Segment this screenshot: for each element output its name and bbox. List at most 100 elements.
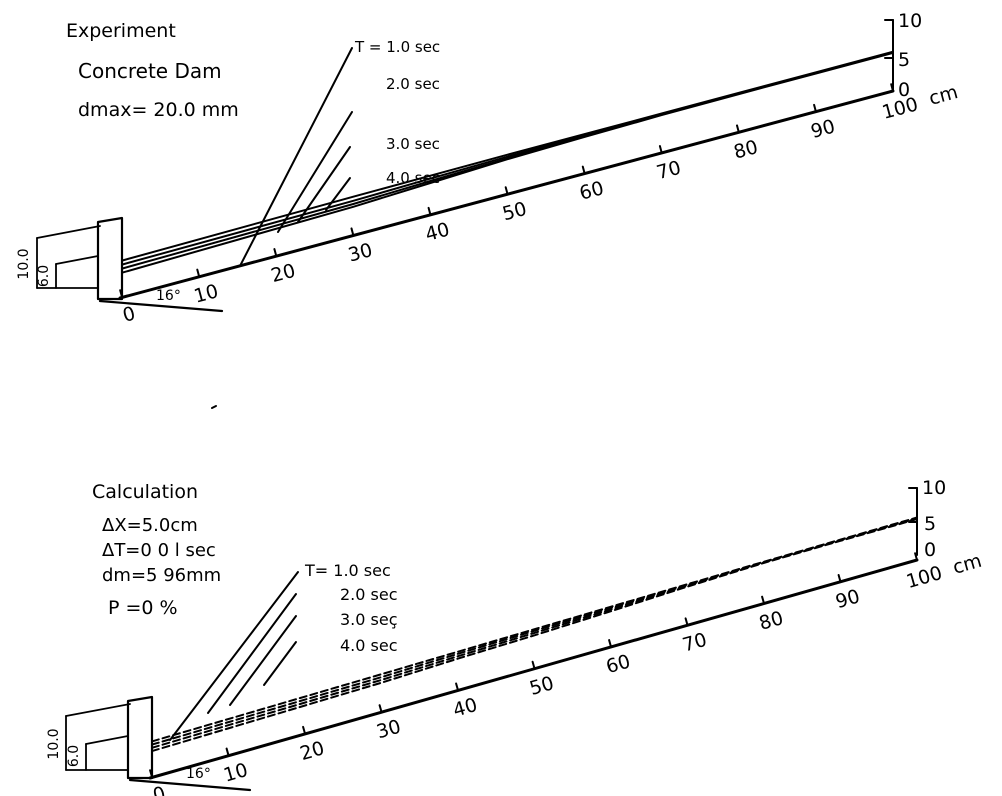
panel-param: P =0 % — [108, 597, 178, 619]
axis-tick-label: 40 — [423, 218, 452, 245]
water-profile-line — [151, 516, 918, 743]
panel-title: Calculation — [92, 481, 198, 503]
scale-tick-label: 5 — [898, 49, 910, 71]
axis-tick-label: 20 — [298, 737, 327, 765]
axis-tick-label: 0 — [150, 782, 168, 796]
bed-axis-line — [148, 558, 919, 780]
axis-tick-label: 90 — [833, 585, 862, 613]
water-profile-line — [151, 517, 918, 746]
series-label: T = 1.0 sec — [354, 38, 440, 56]
panel-param: ΔT=0 0 l sec — [102, 540, 216, 561]
dimension-line — [55, 255, 99, 265]
dimension-line — [36, 225, 101, 239]
scale-tick-label: 0 — [898, 79, 910, 101]
series-label: T= 1.0 sec — [304, 561, 391, 580]
horizontal-reference — [128, 778, 252, 792]
axis-tick — [531, 660, 536, 670]
slope-angle-label: 16° — [156, 288, 181, 304]
axis-tick-label: 70 — [680, 629, 709, 657]
axis-tick — [273, 248, 278, 257]
water-profiles — [151, 516, 918, 753]
axis-tick-label: 60 — [604, 650, 633, 678]
axis-tick-label: 80 — [757, 607, 786, 635]
axis-tick — [914, 552, 918, 561]
dimension-label: 6.0 — [66, 745, 82, 767]
axis-tick — [504, 186, 509, 195]
series-label: 4.0 sec — [340, 636, 398, 655]
panel-param: Concrete Dam — [78, 59, 222, 83]
scale-tick-label: 0 — [924, 539, 936, 561]
axis-tick-label: 50 — [527, 672, 556, 700]
dimension-label: 10.0 — [46, 728, 62, 759]
water-profile-line — [151, 518, 918, 753]
axis-tick — [813, 103, 817, 113]
axis-tick-label: 40 — [451, 694, 480, 722]
stray-mark — [211, 405, 217, 409]
axis-tick — [735, 124, 740, 134]
experiment-panel: Experiment Concrete Dam dmax= 20.0 mm T … — [16, 10, 960, 327]
axis-tick — [581, 165, 586, 175]
axis-tick-label: 60 — [577, 177, 606, 204]
slope-angle-label: 16° — [186, 766, 211, 782]
axis-unit-label: cm — [950, 550, 984, 579]
axis-tick-label: 20 — [269, 260, 298, 287]
panel-param: ΔX=5.0cm — [102, 515, 198, 536]
axis-tick — [119, 289, 123, 298]
dimension-line — [65, 703, 131, 717]
bed-axis: 0 10 20 30 40 50 60 70 80 90 100 cm — [148, 550, 984, 796]
dimension-line — [85, 735, 129, 745]
concrete-dam — [96, 216, 124, 301]
calculation-panel: Calculation ΔX=5.0cm ΔT=0 0 l sec dm=5 9… — [46, 477, 984, 796]
panel-param: dm=5 96mm — [102, 565, 221, 586]
leader-line — [169, 571, 299, 741]
leader-line — [277, 111, 353, 233]
axis-tick — [302, 725, 306, 735]
series-label: 3.0 seç — [340, 610, 398, 629]
water-profiles — [121, 50, 894, 274]
axis-tick — [608, 639, 612, 648]
axis-tick — [837, 573, 842, 583]
axis-tick — [225, 747, 230, 757]
dimension-label: 10.0 — [16, 248, 32, 279]
axis-tick-label: 70 — [654, 157, 683, 184]
water-profile-line — [121, 51, 894, 274]
scale-tick-label: 5 — [924, 513, 936, 535]
scale-tick-label: 10 — [898, 10, 922, 32]
axis-tick — [350, 227, 355, 237]
axis-tick — [684, 617, 689, 627]
axis-tick — [196, 268, 201, 278]
series-label: 2.0 sec — [386, 75, 440, 93]
axis-tick-label: 10 — [221, 759, 250, 787]
leader-line — [263, 641, 297, 686]
axis-tick — [658, 145, 663, 154]
axis-unit-label: cm — [927, 81, 961, 110]
scale-tick-label: 10 — [922, 477, 946, 499]
leader-line — [207, 593, 297, 714]
axis-tick — [378, 704, 383, 713]
axis-tick — [149, 769, 153, 778]
leader-line — [325, 177, 351, 211]
axis-tick-label: 10 — [192, 280, 221, 307]
axis-tick-label: 30 — [374, 716, 403, 744]
bed-axis-line — [118, 89, 895, 300]
water-profile-line — [121, 51, 894, 270]
axis-tick-label: 50 — [500, 198, 529, 225]
concrete-dam — [126, 695, 154, 780]
axis-tick — [761, 595, 765, 605]
axis-tick-label: 100 — [904, 562, 945, 593]
horizontal-reference — [98, 299, 224, 313]
series-label: 2.0 sec — [340, 585, 398, 604]
panel-param: dmax= 20.0 mm — [78, 99, 239, 121]
series-label: 3.0 sec — [386, 135, 440, 153]
axis-tick-label: 90 — [808, 115, 837, 142]
axis-tick-label: 0 — [120, 302, 137, 326]
axis-tick — [455, 682, 459, 692]
dimension-label: 6.0 — [36, 265, 52, 287]
panel-title: Experiment — [66, 20, 176, 42]
axis-tick-label: 80 — [731, 136, 760, 163]
leader-line — [229, 615, 297, 706]
axis-tick — [427, 206, 432, 216]
axis-tick-label: 30 — [346, 239, 375, 266]
